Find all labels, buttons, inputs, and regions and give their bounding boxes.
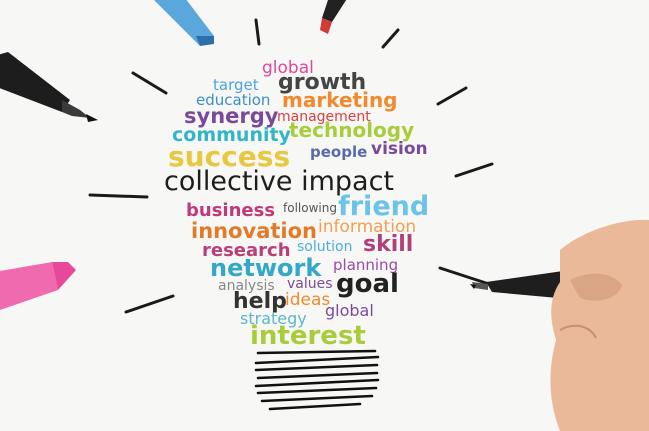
word-skill: skill: [363, 232, 414, 257]
red-marker: [320, 0, 347, 34]
word-marketing: marketing: [282, 88, 398, 112]
pink-marker: [0, 262, 76, 310]
word-strategy: strategy: [240, 309, 307, 328]
word-solution: solution: [297, 239, 353, 255]
bulb-rays: [88, 18, 494, 314]
blue-marker: [154, 0, 214, 46]
word-collective-impact: collective impact: [164, 166, 395, 197]
word-success: success: [168, 140, 291, 173]
word-synergy: synergy: [184, 104, 279, 128]
bulb-base: [254, 349, 380, 411]
word-target: target: [213, 76, 259, 94]
word-research: research: [202, 240, 291, 261]
word-ideas: ideas: [285, 290, 331, 310]
word-global-bottom: global: [325, 301, 374, 320]
hand-with-marker: [470, 219, 649, 431]
word-people: people: [310, 143, 368, 161]
word-management: management: [277, 109, 371, 125]
word-education: education: [196, 91, 271, 109]
word-planning: planning: [333, 256, 399, 274]
word-technology: technology: [289, 118, 415, 142]
word-friend: friend: [338, 191, 430, 222]
word-information: information: [318, 217, 417, 237]
word-following: following: [283, 201, 337, 215]
word-community: community: [172, 124, 291, 146]
word-goal: goal: [336, 269, 399, 299]
word-values: values: [287, 276, 333, 292]
word-interest: interest: [250, 321, 366, 351]
word-global-top: global: [262, 58, 314, 78]
word-business: business: [186, 200, 276, 221]
word-network: network: [210, 254, 322, 282]
word-help: help: [233, 289, 287, 314]
black-marker-left: [0, 52, 98, 122]
word-analysis: analysis: [218, 278, 275, 294]
word-vision: vision: [371, 139, 428, 159]
word-innovation: innovation: [191, 219, 317, 243]
word-growth: growth: [278, 70, 367, 95]
